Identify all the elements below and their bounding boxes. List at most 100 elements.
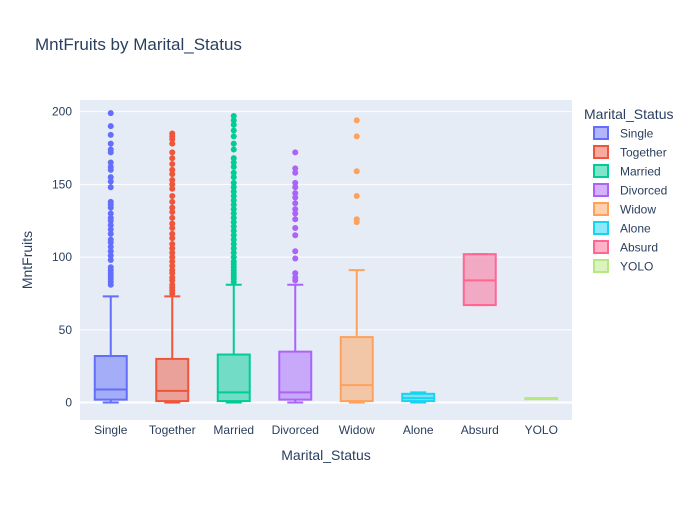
outlier-point (230, 278, 237, 285)
x-axis-title: Marital_Status (281, 447, 370, 463)
y-tick-label: 50 (59, 323, 73, 337)
legend-swatch (593, 259, 609, 273)
outlier-point (169, 155, 176, 162)
legend-swatch (593, 202, 609, 216)
outlier-point (169, 181, 176, 188)
outlier-point (169, 177, 176, 183)
legend-label: Together (620, 146, 667, 160)
outlier-point (169, 235, 176, 242)
y-tick-label: 0 (65, 396, 72, 410)
outlier-point (107, 131, 114, 138)
outlier-point (230, 117, 237, 124)
y-tick-label: 150 (52, 177, 72, 191)
legend-swatch (593, 164, 609, 178)
outlier-point (169, 249, 176, 256)
outlier-point (169, 149, 176, 156)
outlier-point (107, 166, 114, 173)
x-tick-label: Absurd (461, 423, 499, 437)
outlier-point (230, 159, 237, 166)
outlier-point (169, 254, 176, 261)
outlier-point (292, 277, 299, 284)
outlier-point (169, 193, 176, 199)
outlier-point (292, 216, 299, 223)
outlier-point (353, 193, 360, 199)
outlier-point (107, 210, 114, 217)
box-iqr (339, 336, 374, 403)
outlier-point (230, 236, 237, 243)
x-tick-label: YOLO (525, 423, 558, 437)
legend-item-yolo: YOLO (593, 259, 653, 274)
outlier-point (169, 270, 176, 277)
outlier-point (169, 166, 176, 173)
outlier-point (169, 290, 176, 297)
outlier-point (292, 165, 299, 172)
outlier-point (107, 239, 114, 246)
legend: Marital_Status Single Together Married Divo… (584, 106, 673, 274)
outlier-point (353, 219, 360, 226)
legend-item-together: Together (593, 145, 667, 160)
y-axis-title: MntFruits (19, 231, 35, 289)
box-trace-single (93, 110, 128, 404)
legend-label: Alone (620, 222, 651, 236)
legend-item-alone: Alone (593, 221, 651, 236)
outlier-point (169, 230, 176, 237)
outlier-point (292, 225, 299, 231)
outlier-point (292, 194, 299, 201)
x-tick-label: Widow (339, 423, 375, 437)
x-tick-label: Together (149, 423, 196, 437)
outlier-point (230, 179, 237, 186)
outlier-point (107, 149, 114, 156)
outlier-point (107, 110, 114, 117)
outlier-point (230, 210, 237, 217)
outlier-point (169, 241, 176, 247)
outlier-point (292, 232, 299, 239)
outlier-point (107, 248, 114, 255)
box-trace-absurd (462, 253, 497, 307)
box-iqr (155, 357, 190, 403)
outlier-point (107, 178, 114, 185)
outlier-point (292, 184, 299, 191)
outlier-point (292, 149, 299, 156)
x-tick-label: Single (94, 423, 128, 437)
legend-label: YOLO (620, 260, 653, 274)
outlier-point (169, 262, 176, 269)
box-trace-together (155, 130, 190, 404)
outlier-point (107, 140, 114, 147)
outlier-point (169, 209, 176, 215)
outlier-point (292, 255, 299, 262)
outlier-point (230, 249, 237, 256)
outlier-point (169, 258, 176, 265)
chart-title: MntFruits by Marital_Status (35, 35, 242, 54)
legend-swatch (593, 221, 609, 235)
outlier-point (292, 270, 299, 277)
legend-item-absurd: Absurd (593, 240, 658, 255)
grid-layer (80, 111, 572, 404)
outlier-point (107, 243, 114, 250)
outlier-point (292, 179, 299, 186)
y-tick-label: 200 (52, 105, 72, 119)
outlier-point (292, 210, 299, 217)
outlier-point (169, 185, 176, 192)
outlier-point (230, 241, 237, 247)
outlier-point (353, 133, 360, 140)
outlier-point (230, 184, 237, 191)
y-tick-label: 100 (52, 250, 72, 264)
outlier-point (230, 254, 237, 261)
legend-label: Married (620, 165, 661, 179)
outlier-point (230, 227, 237, 234)
outlier-point (107, 217, 114, 224)
legend-swatch (593, 183, 609, 197)
outlier-point (230, 155, 237, 162)
box-iqr (93, 355, 128, 401)
outlier-point (169, 220, 176, 227)
outlier-point (353, 117, 360, 124)
outlier-point (169, 136, 176, 143)
legend-label: Divorced (620, 184, 667, 198)
legend-item-widow: Widow (593, 202, 656, 217)
outlier-point (107, 204, 114, 211)
outlier-point (107, 281, 114, 288)
x-tick-label: Alone (403, 423, 434, 437)
outlier-point (169, 161, 176, 167)
outlier-point (169, 171, 176, 178)
